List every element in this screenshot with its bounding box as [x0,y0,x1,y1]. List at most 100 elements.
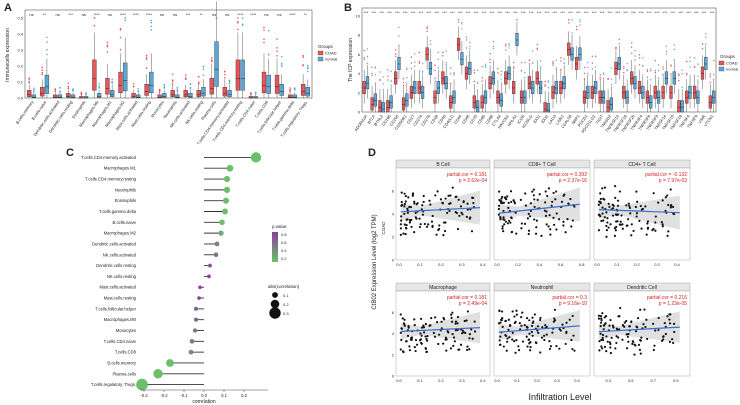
panel-a-outlier [302,56,304,58]
panel-b-box-coad [582,90,587,104]
panel-d-point [403,212,406,215]
panel-d-point [609,342,612,346]
panel-b-box-normal [365,76,370,90]
panel-b-box-normal [704,57,708,70]
panel-d-point [609,351,612,355]
panel-d-point [406,207,409,210]
panel-d-point [534,232,538,235]
panel-b-xtick: CD48 [461,113,471,125]
panel-a-outlier [119,28,122,31]
panel-d-point [523,324,526,327]
panel-b-box-coad [598,90,602,104]
panel-d-point [403,324,406,327]
panel-d-point [459,343,463,346]
panel-d-point [608,324,611,327]
panel-d-point [667,230,670,233]
panel-d-point [570,225,573,228]
panel-b-box-coad [386,100,390,113]
panel-d-point [526,316,529,320]
panel-c-dot [136,378,148,391]
panel-b-box-coad [527,76,532,90]
panel-d-xtick: 0.6 [558,262,564,267]
panel-d-point [654,329,657,332]
panel-a-sig-label: ns [55,12,59,17]
panel-b-box-coad [394,71,398,85]
panel-c-xlabel: correlation [192,399,216,405]
panel-a-outlier [106,41,109,44]
panel-d-point [498,309,501,312]
panel-b-outlier [539,60,542,62]
panel-b-outlier [363,50,365,52]
panel-d-ytick: 2 [392,352,395,357]
panel-b-sig-label: *** [450,10,455,15]
panel-d-point [600,345,603,348]
panel-b-outlier [638,64,641,66]
panel-b-sig-label: *** [576,10,581,15]
panel-d-point [558,328,561,331]
panel-a-box-coad [118,71,123,94]
panel-b-legend-swatch [718,66,725,72]
panel-c-dot [197,296,201,300]
panel-d-point [499,200,502,203]
panel-b-box-normal [373,93,377,107]
panel-d-point [625,204,628,207]
panel-d-point [413,231,416,234]
panel-d-point [408,345,411,348]
panel-a-box-coad [40,87,45,97]
panel-b-box-normal [586,85,590,99]
panel-a-outlier [289,87,291,89]
panel-b-outlier [602,72,605,74]
panel-b-outlier [712,78,715,80]
panel-b-outlier [689,60,691,62]
panel-a-outlier [171,79,174,82]
panel-c-ylabel: B.cells.naive [112,220,136,225]
panel-d-point [497,322,501,325]
panel-d-point [520,316,523,319]
panel-d-point [399,233,402,237]
panel-c-dot [223,175,231,183]
panel-d-point [422,324,425,327]
panel-b-outlier [520,62,523,64]
panel-b-box-coad [480,95,484,109]
panel-b-sig-label: *** [545,10,550,15]
panel-a-outlier [150,29,153,31]
panel-b-outlier [583,78,586,80]
panel-a-box-normal [57,94,63,98]
panel-a-outlier [302,54,304,57]
panel-d-xtick: 0.7 [650,378,656,383]
panel-d-point [413,200,416,203]
panel-d-strip-label: Macrophage [429,285,457,291]
panel-b-outlier [520,70,523,72]
panel-a-outlier [280,62,283,65]
panel-b-outlier [665,53,668,55]
panel-b-outlier [709,76,712,78]
panel-d-point [527,338,530,342]
panel-b-box-normal [601,90,606,104]
panel-d-point [669,188,672,191]
panel-d-point [668,322,672,325]
panel-d-point [669,204,673,207]
panel-d-point [530,324,534,328]
panel-d-point [643,308,646,311]
panel-a-box-normal [109,90,115,97]
panel-d-point [456,227,460,231]
panel-d-point [601,333,605,337]
panel-d-point [640,227,643,230]
panel-b-outlier [382,89,384,91]
panel-b-outlier [626,68,628,71]
panel-d-xtick: 0.4 [537,262,543,267]
panel-d-point [511,310,514,313]
panel-d-point [403,192,406,195]
panel-a-outlier [98,85,100,88]
panel-d-point [565,321,568,324]
panel-a-box-normal [188,93,193,98]
panel-a-outlier [111,78,113,81]
panel-d-point [551,200,554,203]
panel-c-size-dot [270,299,280,309]
panel-b-sig-label: *** [537,10,542,15]
panel-a-outlier [72,88,74,90]
panel-d-point [618,328,621,331]
panel-b-outlier [418,51,420,54]
panel-d-cor-label: partial.cor = -0.132 [645,172,687,178]
panel-d-xtick: 0.4 [480,378,486,383]
